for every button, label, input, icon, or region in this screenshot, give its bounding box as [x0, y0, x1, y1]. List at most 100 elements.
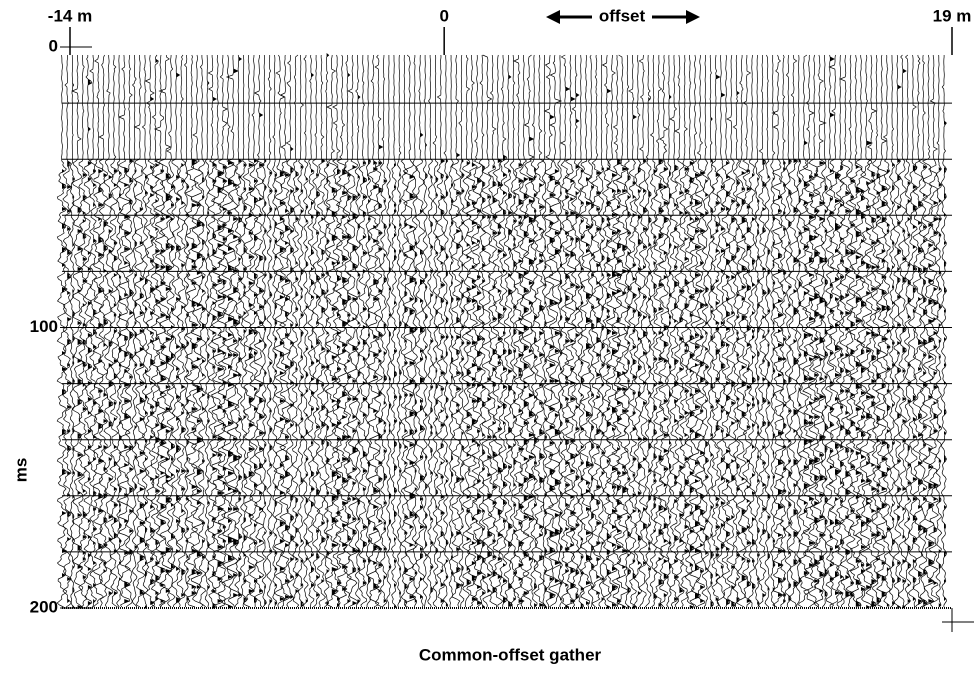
- trace: [387, 55, 392, 607]
- trace: [449, 55, 454, 607]
- trace: [894, 55, 902, 607]
- trace: [355, 55, 360, 607]
- trace: [57, 55, 67, 607]
- trace: [397, 55, 401, 607]
- trace: [84, 55, 92, 607]
- trace-fill: [913, 165, 917, 601]
- trace: [444, 55, 449, 607]
- trace: [70, 55, 75, 607]
- chart: 0 100 200 -14 m 0 19 m offset ms Common-offse…: [0, 0, 977, 668]
- trace: [702, 55, 709, 607]
- trace-fill: [840, 165, 844, 595]
- trace: [680, 55, 690, 607]
- trace: [227, 55, 240, 607]
- trace-fill: [742, 171, 747, 581]
- trace-fill: [270, 171, 273, 603]
- chart-title: Common-offset gather: [419, 645, 602, 664]
- trace: [262, 55, 266, 607]
- trace-fill: [908, 181, 911, 603]
- trace: [267, 55, 273, 607]
- trace: [616, 55, 629, 607]
- trace: [913, 55, 924, 607]
- x-axis-label: offset: [599, 6, 646, 25]
- trace: [479, 55, 485, 607]
- trace: [172, 55, 181, 607]
- trace: [544, 55, 556, 607]
- trace: [313, 55, 321, 607]
- trace: [588, 55, 594, 607]
- trace: [380, 55, 387, 607]
- trace-fill: [493, 165, 498, 593]
- y-tick-label: 0: [49, 36, 58, 55]
- trace-fill: [399, 173, 401, 603]
- trace: [292, 55, 299, 607]
- trace: [235, 55, 242, 607]
- trace: [929, 55, 939, 607]
- trace: [670, 55, 679, 607]
- trace: [727, 55, 737, 607]
- trace: [708, 55, 714, 607]
- trace: [451, 55, 461, 607]
- trace-fill: [171, 185, 175, 569]
- trace: [876, 55, 888, 607]
- trace-fill: [539, 183, 545, 607]
- traces: [57, 53, 946, 609]
- trace: [624, 55, 631, 607]
- trace: [612, 55, 622, 607]
- trace-fill: [757, 177, 759, 605]
- trace: [826, 55, 835, 607]
- trace: [437, 55, 445, 607]
- trace: [208, 55, 217, 607]
- trace: [742, 55, 751, 607]
- trace: [298, 55, 304, 607]
- trace-fill: [264, 159, 266, 605]
- trace: [459, 55, 464, 607]
- trace: [205, 55, 210, 607]
- trace-fill: [114, 169, 118, 595]
- trace: [401, 55, 408, 607]
- trace: [889, 55, 894, 607]
- y-tick-label: 200: [30, 597, 58, 616]
- trace: [324, 55, 330, 607]
- y-axis-label: ms: [11, 458, 30, 483]
- trace: [675, 55, 685, 607]
- trace-fill: [301, 165, 304, 607]
- trace-fill: [721, 93, 725, 569]
- trace: [488, 55, 497, 607]
- trace-fill: [871, 171, 877, 607]
- x-tick-label: -14 m: [48, 6, 92, 25]
- trace-fill: [135, 169, 137, 549]
- trace: [428, 55, 434, 607]
- trace-fill: [316, 173, 320, 597]
- trace-fill: [897, 85, 901, 609]
- trace-fill: [887, 169, 891, 607]
- trace: [785, 55, 791, 607]
- trace: [685, 55, 695, 607]
- trace: [151, 55, 160, 607]
- trace: [63, 55, 72, 607]
- trace-fill: [213, 97, 218, 609]
- x-tick-label: 0: [439, 6, 448, 25]
- trace-fill: [456, 153, 461, 589]
- trace-fill: [384, 179, 387, 603]
- trace: [919, 55, 928, 607]
- trace: [99, 55, 108, 607]
- trace-fill: [690, 161, 695, 609]
- x-tick-label: 19 m: [933, 6, 972, 25]
- trace-fill: [155, 59, 160, 601]
- trace: [580, 55, 593, 607]
- trace: [303, 55, 308, 607]
- trace: [482, 55, 492, 607]
- trace: [177, 55, 186, 607]
- trace: [72, 55, 83, 607]
- trace-fill: [467, 161, 471, 585]
- trace: [145, 55, 155, 607]
- trace-fill: [903, 69, 907, 609]
- trace: [796, 55, 801, 607]
- trace: [908, 55, 917, 607]
- trace: [125, 55, 134, 607]
- trace-fill: [628, 175, 631, 609]
- trace-fill: [519, 163, 524, 603]
- trace: [850, 55, 862, 607]
- y-tick-label: 100: [30, 317, 58, 336]
